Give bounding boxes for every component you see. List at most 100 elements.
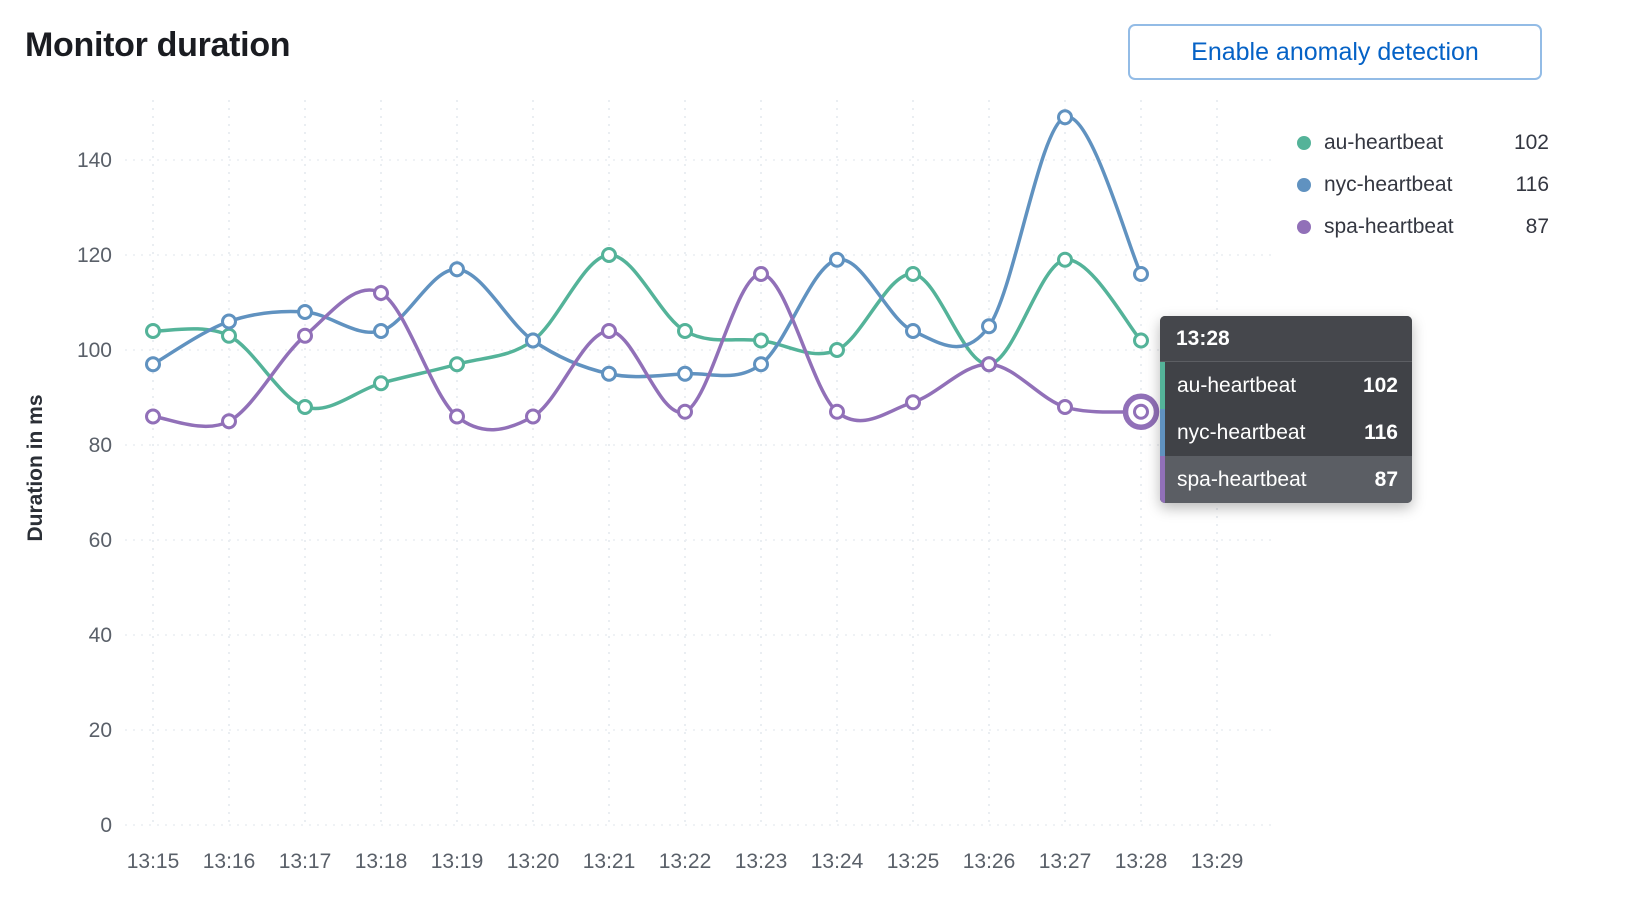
data-point-spa-heartbeat[interactable] (601, 323, 617, 339)
gridlines (125, 100, 1272, 826)
svg-text:13:29: 13:29 (1191, 850, 1244, 873)
legend-dot (1297, 178, 1311, 192)
data-point-nyc-heartbeat[interactable] (449, 261, 465, 278)
tooltip-series-color-bar (1160, 362, 1165, 409)
svg-text:40: 40 (89, 624, 112, 647)
data-point-au-heartbeat[interactable] (297, 399, 313, 415)
tooltip-row-nyc-heartbeat: nyc-heartbeat 116 (1160, 409, 1412, 456)
data-point-spa-heartbeat[interactable] (905, 394, 921, 411)
tooltip-series-label: au-heartbeat (1177, 373, 1297, 397)
tooltip-row-au-heartbeat: au-heartbeat 102 (1160, 362, 1412, 409)
svg-text:13:21: 13:21 (583, 850, 636, 873)
data-point-au-heartbeat[interactable] (373, 375, 389, 392)
data-point-nyc-heartbeat[interactable] (221, 313, 237, 330)
data-point-au-heartbeat[interactable] (905, 266, 921, 282)
chart-legend: au-heartbeat 102 nyc-heartbeat 116 spa-heart… (1297, 122, 1549, 248)
tooltip-series-value: 102 (1362, 373, 1398, 397)
tooltip-series-value: 116 (1364, 420, 1398, 444)
svg-text:13:26: 13:26 (963, 850, 1016, 873)
svg-text:13:25: 13:25 (887, 850, 940, 873)
data-point-au-heartbeat[interactable] (829, 342, 845, 358)
legend-label: nyc-heartbeat (1324, 173, 1453, 196)
page-title: Monitor duration (25, 26, 291, 64)
legend-item-au-heartbeat[interactable]: au-heartbeat 102 (1297, 122, 1549, 164)
data-point-spa-heartbeat[interactable] (1057, 399, 1073, 415)
series-spa-heartbeat (145, 266, 1149, 432)
svg-text:13:16: 13:16 (203, 850, 256, 873)
svg-text:13:17: 13:17 (279, 850, 332, 873)
data-point-nyc-heartbeat[interactable] (829, 251, 845, 268)
svg-text:13:24: 13:24 (811, 850, 864, 873)
svg-text:13:23: 13:23 (735, 850, 788, 873)
data-point-nyc-heartbeat[interactable] (1133, 266, 1149, 282)
data-point-au-heartbeat[interactable] (145, 323, 161, 339)
tooltip-series-color-bar (1160, 409, 1165, 456)
legend-label: spa-heartbeat (1324, 215, 1454, 238)
legend-item-nyc-heartbeat[interactable]: nyc-heartbeat 116 (1297, 164, 1549, 206)
svg-text:100: 100 (77, 339, 112, 362)
highlighted-point[interactable] (1122, 393, 1160, 430)
legend-item-spa-heartbeat[interactable]: spa-heartbeat 87 (1297, 206, 1549, 248)
data-point-nyc-heartbeat[interactable] (373, 323, 389, 339)
svg-text:13:18: 13:18 (355, 850, 408, 873)
series-au-heartbeat (145, 247, 1149, 415)
data-point-spa-heartbeat[interactable] (981, 356, 997, 373)
svg-text:13:19: 13:19 (431, 850, 484, 873)
y-axis-title: Duration in ms (24, 394, 47, 542)
svg-text:13:28: 13:28 (1115, 850, 1168, 873)
tooltip-row-spa-heartbeat: spa-heartbeat 87 (1160, 456, 1412, 503)
data-point-nyc-heartbeat[interactable] (1057, 109, 1073, 126)
legend-value: 116 (1515, 173, 1549, 196)
svg-text:60: 60 (89, 529, 112, 552)
data-point-nyc-heartbeat[interactable] (297, 304, 313, 320)
data-point-spa-heartbeat[interactable] (373, 285, 389, 301)
tooltip-series-value: 87 (1374, 467, 1398, 491)
data-point-au-heartbeat[interactable] (677, 323, 693, 339)
legend-value: 102 (1513, 131, 1549, 154)
data-point-nyc-heartbeat[interactable] (677, 365, 693, 382)
enable-anomaly-detection-button[interactable]: Enable anomaly detection (1128, 24, 1542, 80)
legend-value: 87 (1525, 215, 1549, 238)
data-point-nyc-heartbeat[interactable] (525, 332, 541, 349)
data-point-au-heartbeat[interactable] (1133, 332, 1149, 349)
data-point-au-heartbeat[interactable] (601, 247, 617, 263)
data-point-nyc-heartbeat[interactable] (753, 356, 769, 373)
data-point-spa-heartbeat[interactable] (221, 413, 237, 430)
data-point-spa-heartbeat[interactable] (297, 327, 313, 344)
legend-dot (1297, 136, 1311, 150)
data-point-au-heartbeat[interactable] (753, 332, 769, 349)
x-axis-labels: 13:15 13:16 13:17 13:18 13:19 13:20 13:21 13:22… (127, 850, 1244, 873)
data-point-spa-heartbeat[interactable] (829, 403, 845, 420)
legend-label: au-heartbeat (1324, 131, 1444, 154)
svg-text:140: 140 (77, 149, 112, 172)
svg-text:120: 120 (77, 244, 112, 267)
data-point-au-heartbeat[interactable] (221, 327, 237, 344)
tooltip-header: 13:28 (1160, 316, 1412, 362)
data-point-nyc-heartbeat[interactable] (601, 365, 617, 382)
data-point-spa-heartbeat[interactable] (145, 408, 161, 425)
y-axis-labels: 0 20 40 60 80 100 120 140 (77, 149, 112, 837)
data-point-au-heartbeat[interactable] (449, 356, 465, 373)
data-point-spa-heartbeat[interactable] (525, 408, 541, 425)
data-point-spa-heartbeat[interactable] (677, 403, 693, 420)
data-point-spa-heartbeat[interactable] (449, 408, 465, 425)
svg-text:13:15: 13:15 (127, 850, 180, 873)
data-point-au-heartbeat[interactable] (1057, 251, 1073, 268)
legend-dot (1297, 220, 1311, 234)
data-point-spa-heartbeat[interactable] (753, 266, 769, 282)
svg-text:13:20: 13:20 (507, 850, 560, 873)
data-point-nyc-heartbeat[interactable] (905, 323, 921, 339)
tooltip-series-label: spa-heartbeat (1177, 467, 1307, 491)
chart-tooltip: 13:28 au-heartbeat 102 nyc-heartbeat 116 spa… (1160, 316, 1412, 503)
svg-text:13:27: 13:27 (1039, 850, 1092, 873)
data-point-nyc-heartbeat[interactable] (981, 318, 997, 335)
svg-text:0: 0 (100, 814, 112, 837)
tooltip-rows: au-heartbeat 102 nyc-heartbeat 116 spa-heart… (1160, 362, 1412, 503)
svg-text:80: 80 (89, 434, 112, 457)
tooltip-series-color-bar (1160, 456, 1165, 503)
series-nyc-heartbeat (145, 109, 1149, 382)
svg-text:20: 20 (89, 719, 112, 742)
data-point-nyc-heartbeat[interactable] (145, 356, 161, 373)
